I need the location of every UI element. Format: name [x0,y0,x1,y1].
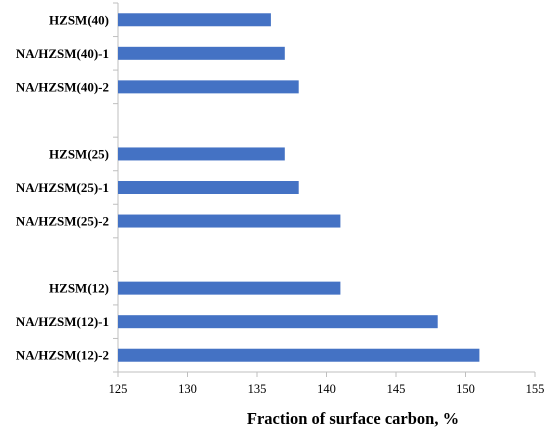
bar [118,46,285,60]
category-label: HZSM(12) [49,281,109,296]
bar [118,281,341,295]
x-axis: 125 130 135 140 145 150 155 [109,371,545,396]
bar [118,80,299,94]
category-label: HZSM(40) [49,12,109,27]
x-tick-label: 135 [248,382,267,396]
category-label: NA/HZSM(12)-1 [16,314,109,329]
category-label: NA/HZSM(40)-2 [16,79,109,94]
x-tick-label: 140 [317,382,336,396]
category-label: NA/HZSM(40)-1 [16,46,109,61]
category-label: NA/HZSM(25)-1 [16,180,109,195]
x-tick-label: 130 [178,382,197,396]
bar [118,181,299,194]
x-tick-label: 125 [109,382,128,396]
bar [118,214,341,228]
y-axis: HZSM(40) NA/HZSM(40)-1 NA/HZSM(40)-2 HZSM(2… [16,2,119,373]
bars [118,13,480,362]
category-label: NA/HZSM(25)-2 [16,214,109,229]
bar [118,13,271,27]
category-label: HZSM(25) [49,146,109,161]
x-tick-label: 145 [387,382,406,396]
x-tick-label: 155 [526,382,545,396]
bar [118,348,480,362]
category-label: NA/HZSM(12)-2 [16,348,109,363]
x-axis-title: Fraction of surface carbon, % [247,409,459,428]
bar [118,147,285,161]
x-tick-label: 150 [456,382,475,396]
bar [118,315,438,329]
